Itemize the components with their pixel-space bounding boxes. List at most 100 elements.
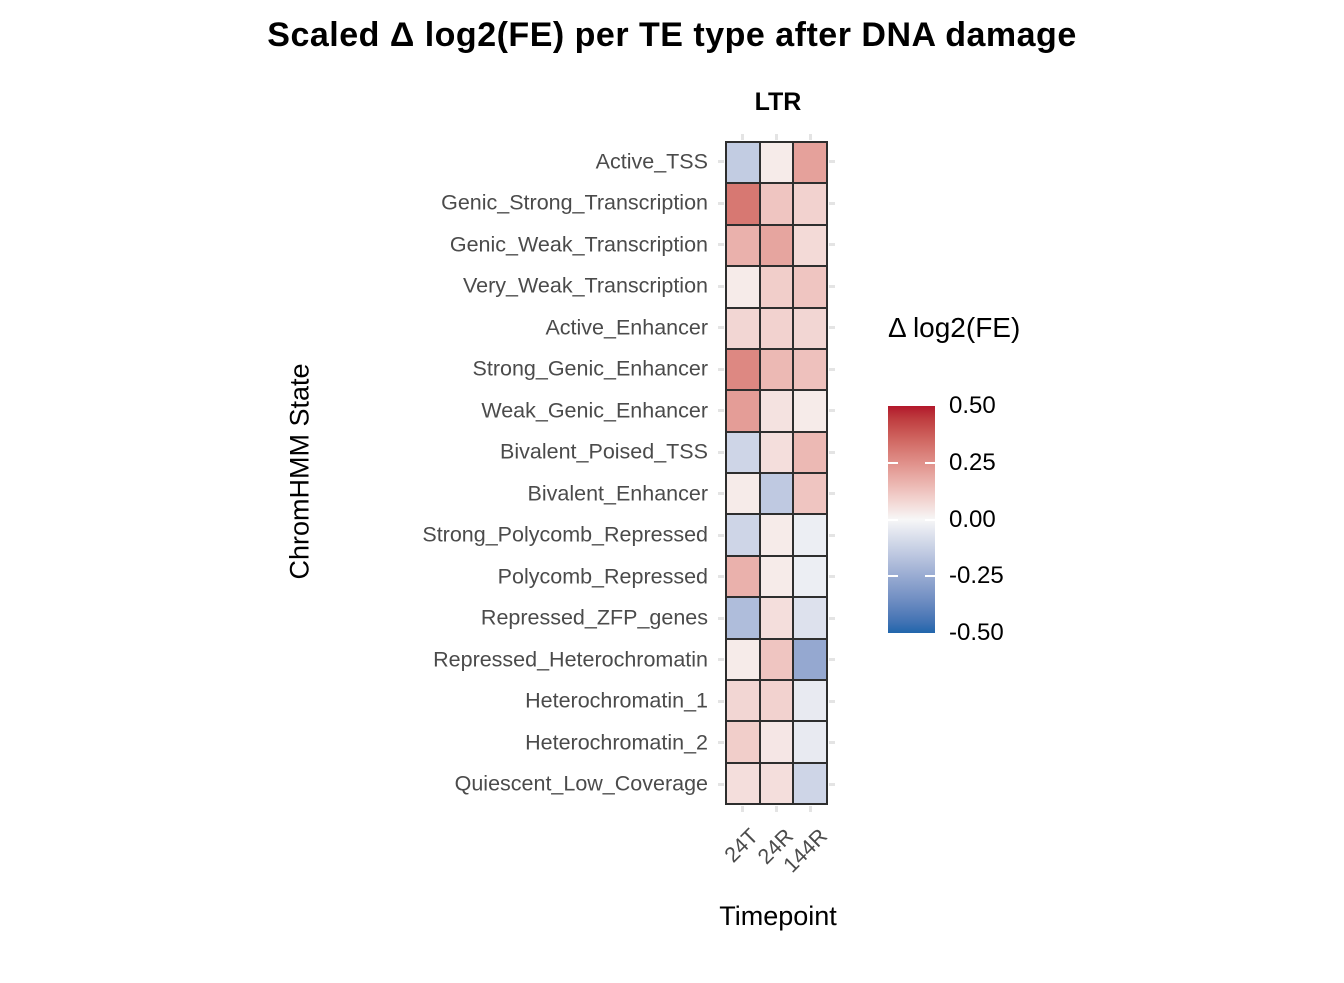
y-axis-label: Heterochromatin_2 bbox=[525, 730, 708, 755]
y-axis-label: Genic_Weak_Transcription bbox=[449, 232, 708, 257]
y-axis-label: Strong_Genic_Enhancer bbox=[472, 356, 708, 381]
axis-tick bbox=[829, 201, 835, 205]
heatmap-cell bbox=[726, 142, 760, 184]
heatmap-cell bbox=[793, 390, 827, 432]
heatmap-cell bbox=[793, 348, 827, 391]
heatmap-cell bbox=[793, 762, 827, 804]
axis-tick bbox=[718, 284, 724, 288]
y-axis-label: Repressed_ZFP_genes bbox=[480, 605, 708, 630]
heatmap-cell bbox=[793, 224, 827, 267]
heatmap-cell bbox=[793, 307, 827, 349]
axis-tick bbox=[829, 409, 835, 413]
y-axis-label: Bivalent_Poised_TSS bbox=[500, 439, 708, 464]
heatmap-cell bbox=[759, 431, 794, 473]
axis-tick bbox=[718, 492, 724, 496]
axis-tick bbox=[718, 201, 724, 205]
heatmap-cell bbox=[759, 183, 794, 225]
axis-tick bbox=[829, 284, 835, 288]
y-axis-label: Active_Enhancer bbox=[545, 315, 708, 340]
y-axis-label: Strong_Polycomb_Repressed bbox=[422, 522, 708, 547]
heatmap-cell bbox=[793, 638, 827, 680]
axis-tick bbox=[829, 782, 835, 786]
heatmap-cell bbox=[759, 597, 794, 639]
y-axis-label: Active_TSS bbox=[595, 149, 708, 174]
axis-tick bbox=[718, 160, 724, 164]
heatmap-cell bbox=[726, 638, 760, 680]
axis-tick bbox=[829, 658, 835, 662]
y-axis-label: Very_Weak_Transcription bbox=[463, 273, 708, 298]
axis-tick bbox=[829, 741, 835, 745]
heatmap-cell bbox=[793, 721, 827, 763]
colorbar-tick bbox=[925, 518, 935, 521]
axis-tick bbox=[718, 658, 724, 662]
legend-colorbar bbox=[888, 406, 935, 633]
y-axis-label: Bivalent_Enhancer bbox=[527, 481, 708, 506]
heatmap-cell bbox=[726, 514, 760, 556]
axis-tick bbox=[775, 806, 778, 812]
y-axis-label: Polycomb_Repressed bbox=[497, 564, 708, 589]
legend-title: Δ log2(FE) bbox=[888, 312, 1021, 343]
plot-title: Scaled Δ log2(FE) per TE type after DNA … bbox=[267, 16, 1077, 54]
heatmap-cell bbox=[759, 266, 794, 308]
axis-tick bbox=[829, 326, 835, 330]
axis-tick bbox=[829, 575, 835, 579]
heatmap-cell bbox=[759, 721, 794, 763]
heatmap-cell bbox=[759, 762, 794, 804]
heatmap-cell bbox=[726, 266, 760, 308]
heatmap-cell bbox=[726, 597, 760, 639]
heatmap-cell bbox=[726, 431, 760, 473]
colorbar-tick bbox=[925, 575, 935, 578]
heatmap-cell bbox=[726, 679, 760, 722]
axis-tick bbox=[829, 533, 835, 537]
heatmap-cell bbox=[759, 679, 794, 722]
heatmap-cell bbox=[726, 555, 760, 598]
colorbar-tick bbox=[925, 461, 935, 464]
axis-tick bbox=[718, 450, 724, 454]
heatmap-cell bbox=[793, 266, 827, 308]
heatmap-cell bbox=[726, 307, 760, 349]
colorbar-tick bbox=[888, 461, 898, 464]
colorbar-tick bbox=[888, 575, 898, 578]
axis-tick bbox=[718, 575, 724, 579]
heatmap-cell bbox=[793, 183, 827, 225]
heatmap-cell bbox=[793, 431, 827, 473]
heatmap-cell bbox=[793, 142, 827, 184]
axis-tick bbox=[829, 243, 835, 247]
axis-tick bbox=[718, 326, 724, 330]
heatmap-cell bbox=[726, 348, 760, 391]
heatmap-cell bbox=[793, 679, 827, 722]
heatmap-cell bbox=[759, 638, 794, 680]
heatmap-cell bbox=[793, 555, 827, 598]
heatmap-cell bbox=[759, 224, 794, 267]
axis-tick bbox=[809, 134, 813, 140]
y-axis-label: Weak_Genic_Enhancer bbox=[481, 398, 708, 423]
heatmap-cell bbox=[726, 390, 760, 432]
y-axis-label: Genic_Strong_Transcription bbox=[441, 190, 708, 215]
axis-tick bbox=[718, 741, 724, 745]
heatmap-cell bbox=[726, 721, 760, 763]
colorbar-tick bbox=[888, 518, 898, 521]
axis-tick bbox=[718, 616, 724, 620]
facet-strip-label: LTR bbox=[754, 88, 802, 116]
axis-tick bbox=[718, 533, 724, 537]
heatmap-cell bbox=[726, 224, 760, 267]
axis-tick bbox=[809, 806, 813, 812]
heatmap-cell bbox=[793, 514, 827, 556]
axis-tick bbox=[775, 134, 778, 140]
y-axis-label: Heterochromatin_1 bbox=[525, 688, 708, 713]
heatmap-cell bbox=[726, 183, 760, 225]
axis-tick bbox=[829, 616, 835, 620]
heatmap-panel bbox=[725, 141, 828, 805]
axis-tick bbox=[829, 450, 835, 454]
legend-tick-label: -0.25 bbox=[949, 562, 1004, 590]
axis-tick bbox=[718, 243, 724, 247]
heatmap-cell bbox=[793, 597, 827, 639]
axis-tick bbox=[718, 699, 724, 703]
legend-tick-label: 0.50 bbox=[949, 392, 996, 419]
heatmap-cell bbox=[759, 348, 794, 391]
axis-tick bbox=[740, 134, 744, 140]
heatmap-cell bbox=[793, 473, 827, 515]
axis-tick bbox=[740, 806, 744, 812]
heatmap-cell bbox=[726, 762, 760, 804]
legend-tick-label: 0.25 bbox=[949, 448, 996, 476]
